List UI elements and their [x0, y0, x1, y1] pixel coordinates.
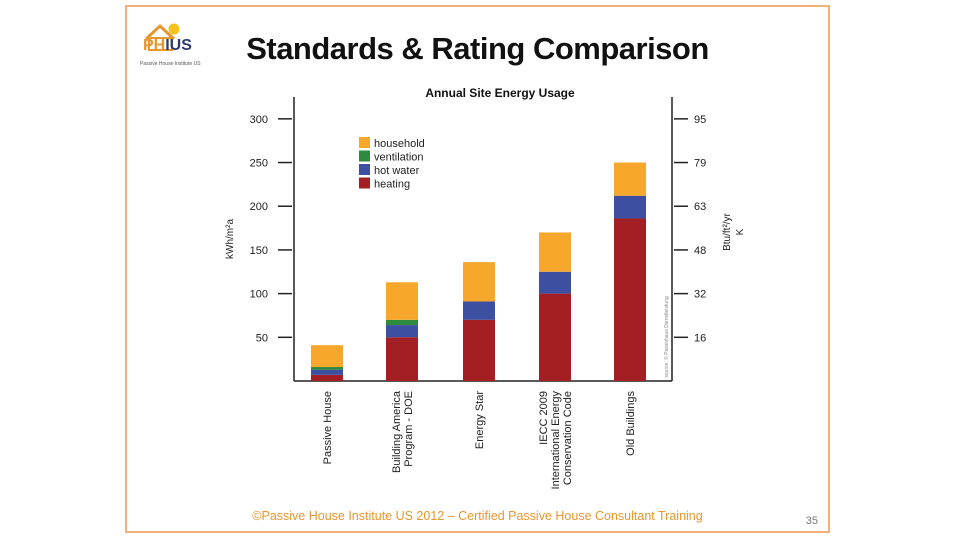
source-note: source: © Passivhaus Dienstleistung [663, 296, 670, 377]
y2-tick-label: 95 [694, 114, 706, 126]
x-category-label: Energy Star [474, 391, 486, 449]
logo-text: PHIUS [143, 37, 192, 54]
y-axis-label: kWh/m²a [225, 219, 236, 259]
bar-segment-household [614, 162, 646, 196]
phius-logo: PHIUS Passive House Institute US [140, 17, 210, 72]
y2-axis-sublabel: K [735, 228, 746, 235]
x-category-label: Building America Program - DOE [391, 390, 415, 473]
x-category-label-line: Old Buildings [625, 391, 637, 456]
bar-segment-heating [386, 337, 418, 381]
bar-segment-household [386, 282, 418, 320]
bar-segment-ventilation [386, 319, 418, 326]
y2-tick-label: 63 [694, 201, 706, 213]
y-tick-label: 300 [250, 114, 268, 126]
x-category-label-line: Energy Star [474, 391, 486, 449]
legend-label-ventilation: ventilation [374, 152, 424, 164]
x-category-label-line: Program - DOE [403, 391, 415, 467]
y-tick-label: 250 [250, 158, 268, 170]
legend-label-hot-water: hot water [374, 165, 420, 177]
logo-subtitle: Passive House Institute US [140, 61, 201, 67]
stacked-bar-chart: Annual Site Energy Usage 50 16 100 32 150 48 20… [225, 86, 746, 490]
bar-segment-ventilation [311, 367, 343, 370]
legend-swatch-household [359, 137, 370, 148]
bar-segment-heating [463, 319, 495, 381]
x-category-label-line: Conservation Code [562, 391, 574, 485]
x-category-label-line: IECC 2009 [538, 391, 550, 445]
x-category-label: Passive House [322, 391, 334, 464]
y2-tick-label: 48 [694, 245, 706, 257]
page-number: 35 [805, 515, 818, 527]
slide: PHIUS Passive House Institute US Standar… [125, 5, 830, 533]
bar-segment-hot-water [463, 301, 495, 320]
y-tick-label: 150 [250, 245, 268, 257]
y2-tick-label: 16 [694, 332, 706, 344]
x-category-label: Old Buildings [625, 391, 637, 456]
bar-segment-hot-water [386, 325, 418, 338]
bar-segment-hot-water [311, 369, 343, 375]
bar-segment-heating [539, 293, 571, 381]
y2-tick-label: 79 [694, 158, 706, 170]
legend-swatch-hot-water [359, 164, 370, 175]
bar-segment-household [539, 232, 571, 272]
y-tick-label: 100 [250, 289, 268, 301]
footer-copyright: ©Passive House Institute US 2012 – Certi… [252, 509, 703, 523]
chart-title: Annual Site Energy Usage [425, 86, 575, 100]
legend-swatch-ventilation [359, 150, 370, 162]
y2-tick-label: 32 [694, 289, 706, 301]
bar-segment-hot-water [539, 271, 571, 294]
y2-axis-label: Btu/ft²/yr [722, 212, 733, 250]
bar-segment-household [463, 262, 495, 302]
legend-swatch-heating [359, 177, 370, 189]
slide-title: Standards & Rating Comparison [246, 31, 709, 66]
bar-segment-heating [614, 218, 646, 381]
x-category-label-line: International Energy [550, 391, 562, 490]
x-category-label-line: Building America [391, 390, 403, 473]
bar-segment-heating [311, 374, 343, 381]
y-tick-label: 50 [256, 332, 268, 344]
legend-label-heating: heating [374, 179, 410, 191]
legend-label-household: household [374, 138, 425, 150]
house-logo-icon [144, 23, 180, 51]
bar-segment-hot-water [614, 195, 646, 219]
x-category-label: IECC 2009 International Energy Conservatio… [538, 391, 574, 490]
y-tick-label: 200 [250, 201, 268, 213]
x-category-label-line: Passive House [322, 391, 334, 464]
bar-segment-household [311, 345, 343, 368]
